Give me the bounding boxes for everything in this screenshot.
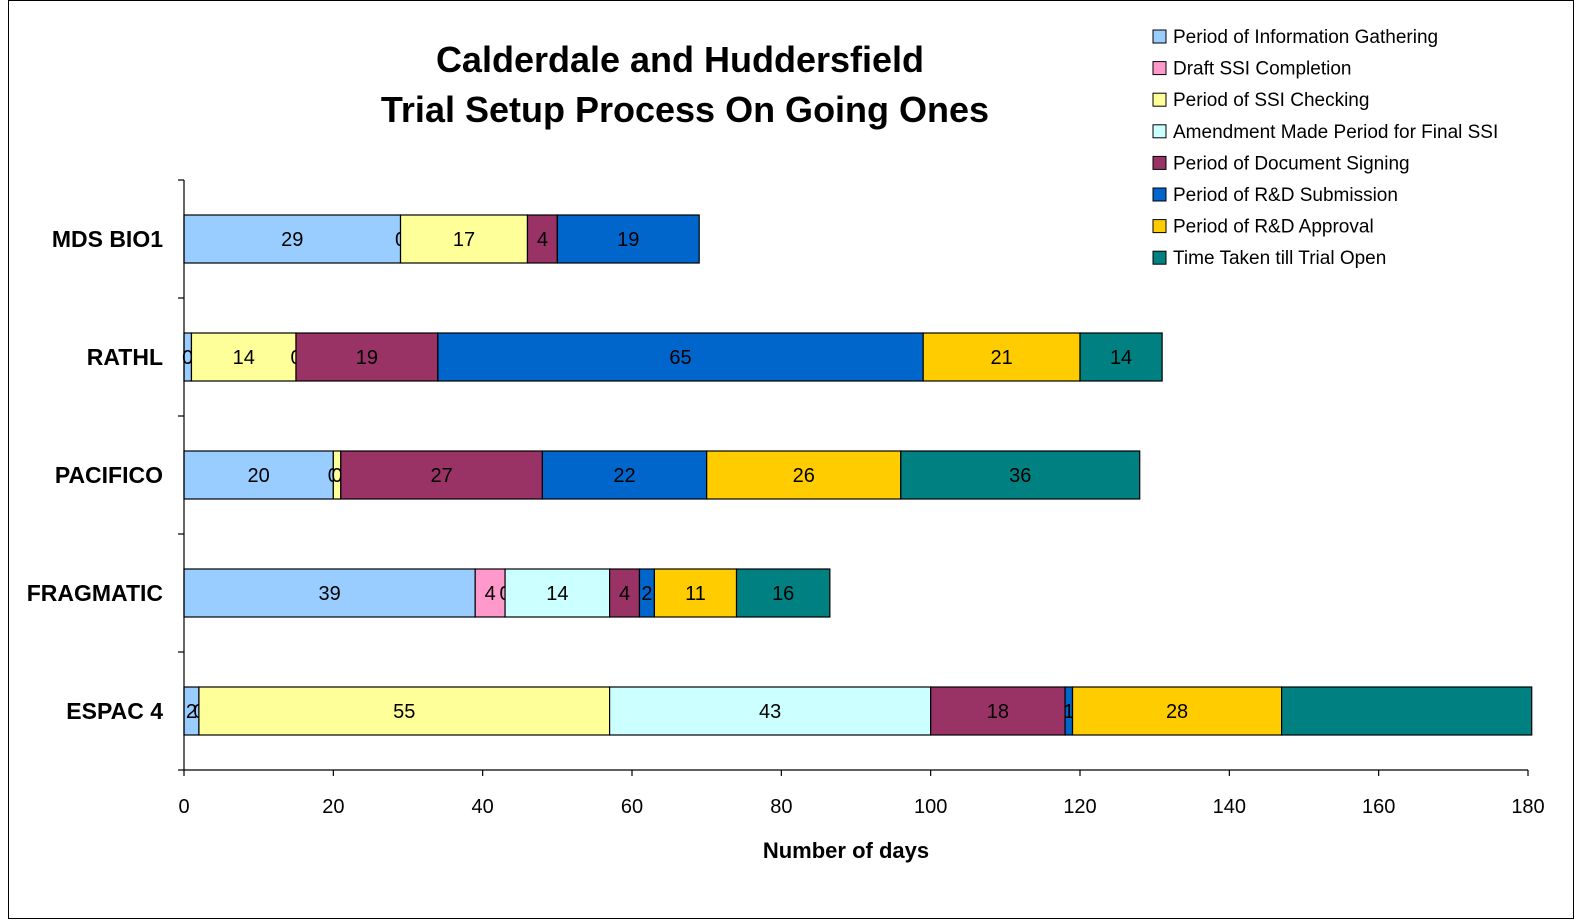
legend-swatch [1152, 61, 1167, 76]
data-label: 18 [987, 701, 1009, 723]
legend-swatch [1152, 250, 1167, 265]
legend-label: Draft SSI Completion [1173, 59, 1351, 80]
chart-title: Calderdale and Huddersfield Trial Setup … [381, 39, 989, 130]
data-label: 14 [546, 583, 568, 605]
chart-title-line-1: Calderdale and Huddersfield [436, 39, 924, 80]
category-label: ESPAC 4 [66, 698, 163, 724]
x-tick-label: 40 [472, 796, 494, 818]
x-axis-label: Number of days [763, 838, 929, 863]
x-tick-label: 120 [1063, 796, 1096, 818]
x-tick-label: 160 [1362, 796, 1395, 818]
legend-label: Period of Document Signing [1173, 153, 1410, 174]
data-label: 21 [990, 347, 1012, 369]
bar-segment [653, 568, 738, 618]
bar-segment [608, 568, 641, 618]
legend-swatch [1152, 92, 1167, 107]
data-label: 65 [669, 347, 691, 369]
legend-label: Period of Information Gathering [1173, 27, 1438, 48]
data-label: 4 [537, 229, 548, 251]
bar-segment [399, 214, 529, 264]
data-label: 1 [1063, 701, 1074, 723]
chart-frame [8, 0, 1574, 919]
bar-segment [1071, 686, 1283, 736]
bar-segment [474, 568, 506, 618]
bar-segment [735, 568, 831, 618]
data-label: 19 [356, 347, 378, 369]
bar-segment [556, 214, 700, 264]
data-label: 55 [393, 701, 415, 723]
data-label: 28 [1166, 701, 1188, 723]
data-label: 4 [485, 583, 496, 605]
data-label: 20 [248, 465, 270, 487]
data-label: 43 [759, 701, 781, 723]
legend-swatch [1152, 155, 1167, 170]
bar-segment [340, 450, 543, 500]
data-label: 19 [617, 229, 639, 251]
data-label: 0 [332, 465, 343, 487]
data-label: 16 [772, 583, 794, 605]
data-label: 11 [685, 583, 706, 605]
legend-label: Period of R&D Approval [1173, 217, 1374, 238]
bar-segment [295, 332, 439, 382]
plot-area: 2901741901401965211420002722263639401442… [182, 214, 1533, 736]
data-label: 17 [453, 229, 475, 251]
bar-segment [504, 568, 611, 618]
legend-swatch [1152, 219, 1167, 234]
bar-segment [930, 686, 1066, 736]
x-tick-label: 20 [322, 796, 344, 818]
legend-label: Time Taken till Trial Open [1173, 248, 1386, 269]
data-label: 36 [1009, 465, 1031, 487]
category-label: MDS BIO1 [52, 226, 163, 252]
data-label: 2 [186, 701, 197, 723]
category-label: RATHL [87, 344, 163, 370]
x-tick-label: 180 [1511, 796, 1544, 818]
bar-segment [608, 686, 932, 736]
legend-label: Period of SSI Checking [1173, 90, 1369, 111]
data-label: 14 [1110, 347, 1132, 369]
data-label: 27 [430, 465, 452, 487]
legend-label: Amendment Made Period for Final SSI [1173, 122, 1498, 143]
category-label: FRAGMATIC [27, 580, 163, 606]
data-label: 14 [233, 347, 255, 369]
x-tick-label: 80 [770, 796, 792, 818]
legend-swatch [1152, 187, 1167, 202]
data-label: 26 [793, 465, 815, 487]
category-label: PACIFICO [55, 462, 163, 488]
data-label: 0 [182, 347, 193, 369]
data-label: 39 [318, 583, 340, 605]
bar-segment [1079, 332, 1163, 382]
data-label: 29 [281, 229, 303, 251]
legend-swatch [1152, 124, 1167, 139]
bar-segment [900, 450, 1141, 500]
data-label: 4 [619, 583, 630, 605]
bar-segment [183, 214, 402, 264]
bar-segment [198, 686, 611, 736]
chart-title-line-2: Trial Setup Process On Going Ones [381, 89, 989, 130]
x-tick-label: 140 [1213, 796, 1246, 818]
legend: Period of Information Gathering Draft SSI… [1152, 27, 1498, 269]
data-label: 22 [613, 465, 635, 487]
bar-segment [1280, 686, 1533, 736]
bar-segment [541, 450, 708, 500]
x-tick-label: 100 [914, 796, 947, 818]
data-label: 2 [641, 583, 652, 605]
x-tick-label: 0 [178, 796, 189, 818]
x-tick-label: 60 [621, 796, 643, 818]
bar-segment [706, 450, 902, 500]
bar-segment [183, 450, 334, 500]
legend-label: Period of R&D Submission [1173, 185, 1398, 206]
legend-swatch [1152, 29, 1167, 44]
